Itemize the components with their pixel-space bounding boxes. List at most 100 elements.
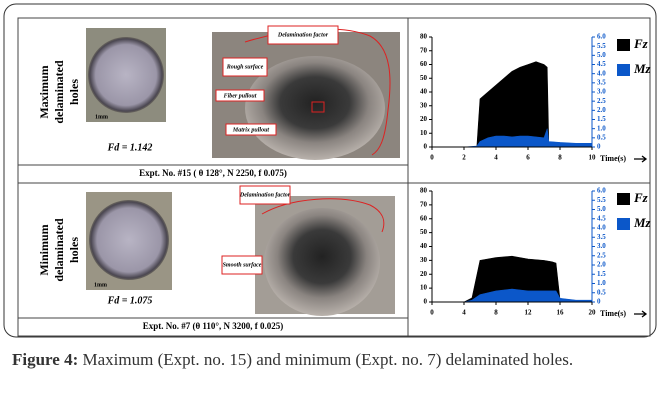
experiment-label: Expt. No. #15 ( θ 128°, N 2250, f 0.075) <box>139 168 287 178</box>
y-tick-label: 10 <box>420 284 428 292</box>
y2-tick-label: 0.5 <box>597 133 606 141</box>
y2-tick-label: 4.0 <box>597 69 606 77</box>
annotation: Delamination factor <box>239 192 291 198</box>
caption-text: Maximum (Expt. no. 15) and minimum (Expt… <box>82 350 574 369</box>
annotation-box <box>221 255 263 275</box>
annotation-box <box>222 57 268 77</box>
y2-tick-label: 6.0 <box>597 33 606 41</box>
y-tick-label: 30 <box>420 256 428 264</box>
y2-tick-label: 0.5 <box>597 288 606 296</box>
y-tick-label: 60 <box>420 214 428 222</box>
caption: Figure 4: Maximum (Expt. no. 15) and min… <box>12 348 648 372</box>
y2-tick-label: 5.5 <box>597 42 606 50</box>
hole <box>264 208 380 316</box>
hole <box>245 56 385 160</box>
figure: Maximum delaminated holes 1mm Fd = 1.142… <box>3 3 657 338</box>
x-tick-label: 16 <box>557 309 565 317</box>
x-tick-label: 12 <box>525 309 533 317</box>
y-tick-label: 0 <box>424 298 428 306</box>
series-area <box>432 288 593 303</box>
marker <box>311 101 325 113</box>
annotation-box <box>267 25 339 45</box>
x-tick-label: 4 <box>494 154 498 162</box>
legend-label: Fz <box>633 36 649 51</box>
row-title: Maximum <box>37 65 51 118</box>
x-axis-arrow <box>634 310 648 318</box>
x-tick-label: 2 <box>462 154 466 162</box>
y-tick-label: 40 <box>420 88 428 96</box>
x-tick-label: 0 <box>430 309 434 317</box>
x-tick-label: 8 <box>558 154 562 162</box>
annotation-box <box>225 123 277 136</box>
row-title: holes <box>67 237 81 263</box>
y2-tick-label: 5.0 <box>597 205 606 213</box>
y-tick-label: 20 <box>420 270 428 278</box>
y2-tick-label: 3.5 <box>597 233 606 241</box>
y-tick-label: 70 <box>420 200 428 208</box>
y-tick-label: 30 <box>420 101 428 109</box>
y-tick-label: 80 <box>420 33 428 41</box>
legend-label: Mz <box>633 215 652 230</box>
annotation: Fiber pullout <box>224 93 257 99</box>
row-title: Minimum <box>37 224 51 275</box>
experiment-label: Expt. No. #7 (θ 110°, N 3200, f 0.025) <box>143 321 284 331</box>
hole <box>88 37 164 113</box>
legend-swatch <box>617 64 630 76</box>
fd-label: Fd = 1.075 <box>107 295 153 306</box>
table-frame <box>17 17 651 337</box>
y-tick-label: 50 <box>420 228 428 236</box>
legend-label: Fz <box>633 190 649 205</box>
x-tick-label: 10 <box>589 154 597 162</box>
annotation: Smooth surface <box>223 262 262 268</box>
y-tick-label: 40 <box>420 242 428 250</box>
y-tick-label: 80 <box>420 187 428 195</box>
scale-label: 1mm <box>95 114 108 120</box>
y2-tick-label: 1.5 <box>597 270 606 278</box>
y2-tick-label: 2.0 <box>597 106 606 114</box>
x-axis-label: Time(s) <box>600 154 626 163</box>
x-tick-label: 4 <box>462 309 466 317</box>
legend-swatch <box>617 193 630 205</box>
y-tick-label: 70 <box>420 46 428 54</box>
row-title: delaminated <box>52 218 66 282</box>
y2-tick-label: 2.5 <box>597 251 606 259</box>
y2-tick-label: 4.0 <box>597 224 606 232</box>
y2-tick-label: 5.0 <box>597 51 606 59</box>
y2-tick-label: 3.0 <box>597 88 606 96</box>
y-tick-label: 20 <box>420 115 428 123</box>
y2-tick-label: 1.0 <box>597 124 606 132</box>
x-axis-label: Time(s) <box>600 309 626 318</box>
y2-tick-label: 5.5 <box>597 196 606 204</box>
y-tick-label: 10 <box>420 129 428 137</box>
x-axis-arrow <box>634 155 648 163</box>
y2-tick-label: 3.5 <box>597 78 606 86</box>
annotation-box <box>215 89 265 102</box>
y2-tick-label: 3.0 <box>597 242 606 250</box>
y2-tick-label: 0 <box>597 298 601 306</box>
caption-label: Figure 4: <box>12 350 79 369</box>
y2-tick-label: 1.5 <box>597 115 606 123</box>
y2-tick-label: 4.5 <box>597 60 606 68</box>
legend-swatch <box>617 218 630 230</box>
scale-label: 1mm <box>94 282 107 288</box>
y2-tick-label: 4.5 <box>597 214 606 222</box>
y2-tick-label: 0 <box>597 143 601 151</box>
legend-swatch <box>617 39 630 51</box>
y2-tick-label: 2.0 <box>597 261 606 269</box>
annotation: Rough surface <box>226 64 264 70</box>
legend-label: Mz <box>633 61 652 76</box>
row-title: delaminated <box>52 60 66 124</box>
x-tick-label: 6 <box>526 154 530 162</box>
x-tick-label: 8 <box>494 309 498 317</box>
y2-tick-label: 6.0 <box>597 187 606 195</box>
series-area <box>432 128 593 148</box>
y2-tick-label: 2.5 <box>597 97 606 105</box>
hole <box>89 200 169 280</box>
y-tick-label: 60 <box>420 60 428 68</box>
y-tick-label: 0 <box>424 143 428 151</box>
annotation: Matrix pullout <box>232 127 270 133</box>
x-tick-label: 0 <box>430 154 434 162</box>
row-title: holes <box>67 79 81 105</box>
x-tick-label: 20 <box>589 309 597 317</box>
